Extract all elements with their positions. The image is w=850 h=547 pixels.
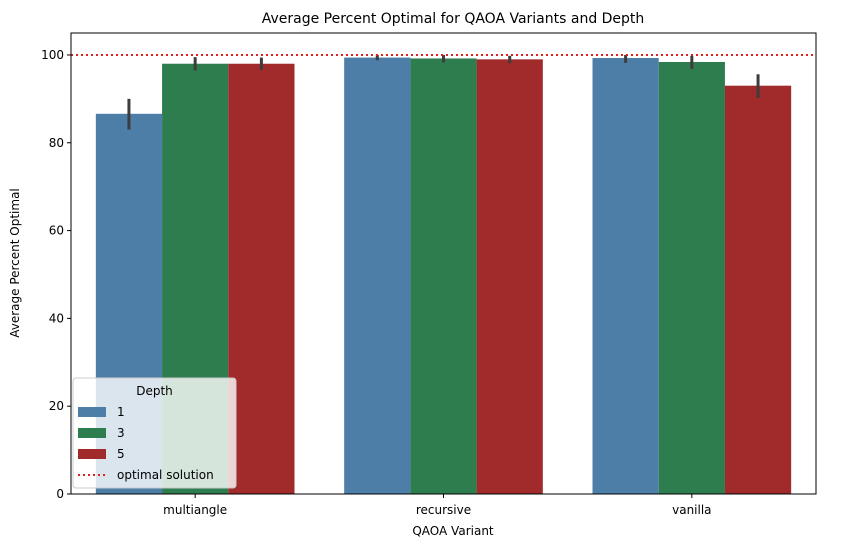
legend-swatch-depth-3	[78, 428, 106, 438]
x-tick-label: vanilla	[672, 503, 711, 517]
x-tick-label: multiangle	[163, 503, 227, 517]
legend-label-depth-5: 5	[117, 447, 125, 461]
x-axis: multiangle recursive vanilla	[163, 494, 712, 517]
legend-box	[72, 377, 237, 489]
bar-vanilla-depth-3	[658, 61, 725, 494]
y-axis-label: Average Percent Optimal	[8, 188, 22, 338]
bar-recursive-depth-3	[410, 58, 477, 495]
legend-swatch-depth-5	[78, 449, 106, 459]
y-axis: 0 20 40 60 80 100	[41, 48, 71, 501]
bar-vanilla-depth-5	[724, 85, 792, 494]
bars-group	[95, 57, 792, 495]
legend-label-depth-1: 1	[117, 405, 125, 419]
bar-multiangle-depth-5	[228, 63, 295, 494]
y-tick-label: 0	[56, 487, 64, 501]
y-tick-label: 60	[49, 224, 64, 238]
x-tick-label: recursive	[416, 503, 471, 517]
legend-label-optimal-solution: optimal solution	[117, 468, 214, 482]
y-tick-label: 80	[49, 136, 64, 150]
chart-title: Average Percent Optimal for QAOA Variant…	[262, 11, 645, 27]
legend: Depth 1 3 5 optimal solution	[72, 377, 237, 489]
x-axis-label: QAOA Variant	[412, 524, 494, 538]
y-tick-label: 40	[49, 311, 64, 325]
bar-recursive-depth-5	[476, 59, 543, 494]
y-tick-label: 20	[49, 399, 64, 413]
bar-vanilla-depth-1	[592, 58, 659, 494]
legend-title: Depth	[136, 384, 173, 398]
error-bars-group	[127, 54, 760, 130]
bar-recursive-depth-1	[344, 57, 411, 494]
legend-label-depth-3: 3	[117, 426, 125, 440]
y-tick-label: 100	[41, 48, 64, 62]
legend-swatch-depth-1	[78, 407, 106, 417]
